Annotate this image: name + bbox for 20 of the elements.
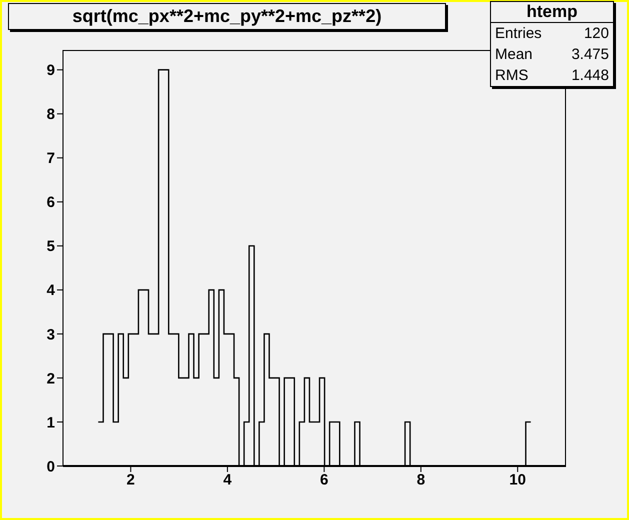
- y-tick-label: 6: [46, 194, 55, 212]
- x-tick-label: 6: [320, 472, 328, 489]
- y-tick-label: 9: [46, 62, 55, 80]
- y-tick-label: 8: [46, 106, 55, 124]
- y-tick-label: 4: [46, 282, 56, 300]
- y-tick-label: 0: [46, 458, 55, 476]
- y-tick-label: 1: [46, 414, 55, 432]
- x-tick-label: 2: [126, 472, 135, 489]
- y-tick-label: 7: [46, 150, 55, 168]
- x-tick-label: 4: [223, 472, 232, 489]
- chart-title: sqrt(mc_px**2+mc_py**2+mc_pz**2): [8, 3, 446, 30]
- y-tick-label: 2: [46, 370, 55, 388]
- x-tick-label: 10: [509, 472, 526, 489]
- y-tick-label: 3: [46, 326, 55, 344]
- text: Entries 120: [495, 25, 609, 42]
- x-tick-label: 8: [416, 472, 426, 489]
- text: RMS 1.448: [495, 67, 609, 84]
- text: htemp: [491, 2, 613, 23]
- text: Mean 3.475: [495, 46, 609, 63]
- y-tick-label: 5: [46, 238, 55, 256]
